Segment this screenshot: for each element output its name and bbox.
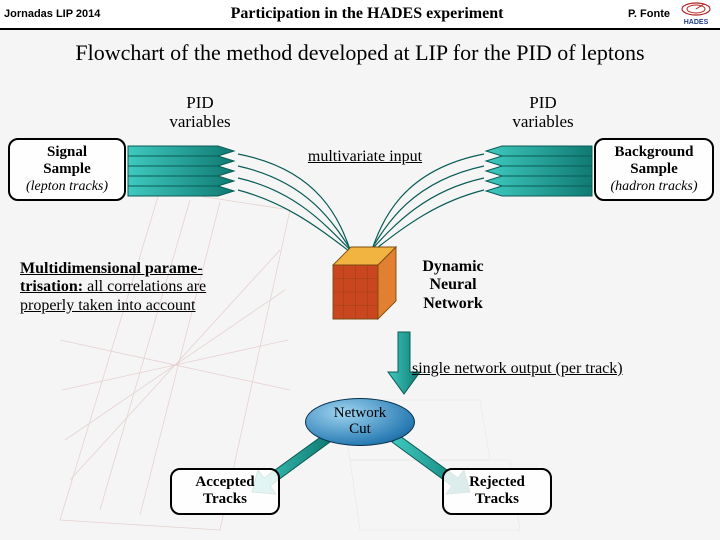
header-author: P. Fonte (610, 8, 670, 20)
accepted-tracks-box: Accepted Tracks (170, 468, 280, 515)
dnn-label: DynamicNeuralNetwork (408, 258, 498, 313)
hades-logo-icon: HADES (676, 1, 716, 27)
rejected-tracks-box: Rejected Tracks (442, 468, 552, 515)
header-left: Jornadas LIP 2014 (4, 8, 124, 20)
cube-icon (315, 238, 405, 328)
network-cut-node: Network Cut (305, 398, 415, 446)
flowchart-canvas: PID variables PID variables Signal Sampl… (0, 110, 720, 540)
header-title: Participation in the HADES experiment (124, 5, 610, 23)
parametrisation-text: Multidimensional parame- trisation: all … (20, 260, 280, 315)
svg-text:HADES: HADES (684, 19, 709, 26)
slide-title: Flowchart of the method developed at LIP… (40, 40, 680, 66)
single-output-label: single network output (per track) (412, 360, 702, 378)
